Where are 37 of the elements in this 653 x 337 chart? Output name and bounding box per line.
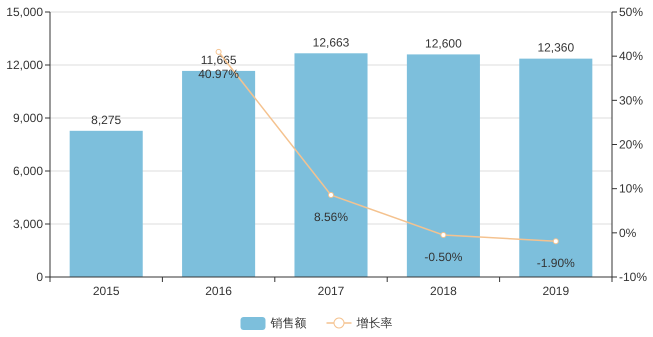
data-label: 12,663: [312, 35, 350, 50]
bar: [406, 54, 480, 277]
legend-label: 销售额: [270, 316, 306, 330]
y2-tick-label: -10%: [619, 270, 648, 284]
y2-tick-label: 30%: [619, 93, 644, 108]
bar: [294, 53, 368, 277]
y2-tick-label: 0%: [619, 226, 637, 240]
data-label: 12,360: [537, 40, 574, 55]
data-label: 11,665: [200, 52, 237, 67]
point: [328, 192, 334, 198]
point: [216, 48, 222, 55]
bar: [519, 58, 592, 277]
data-label: 12,600: [425, 36, 462, 50]
bar: [70, 130, 143, 277]
data-label: 8.56%: [314, 210, 348, 224]
y-tick-label: 15,000: [6, 5, 44, 19]
y-tick-label: 12,000: [6, 58, 44, 72]
y-tick-label: 9,000: [12, 111, 44, 125]
data-label: -1.90%: [536, 256, 576, 270]
x-tick-label: 2016: [205, 284, 232, 298]
x-tick-label: 2017: [318, 284, 345, 298]
x-tick-label: 2018: [430, 284, 458, 298]
point: [552, 238, 559, 244]
data-label: 8,275: [91, 112, 122, 127]
legend-label: 增长率: [356, 316, 392, 330]
y-tick-label: 3,000: [12, 217, 44, 231]
y2-tick-label: 10%: [619, 182, 644, 196]
x-tick-label: 2015: [92, 284, 120, 298]
y2-tick-label: 40%: [619, 49, 644, 64]
point: [440, 232, 446, 238]
y-tick-label: 0: [36, 270, 44, 284]
bar: [182, 70, 256, 277]
x-tick-label: 2019: [542, 284, 570, 298]
y2-tick-label: 50%: [619, 5, 644, 19]
data-label: -0.50%: [424, 250, 463, 264]
y-tick-label: 6,000: [12, 164, 44, 178]
y2-tick-label: 20%: [619, 138, 644, 152]
